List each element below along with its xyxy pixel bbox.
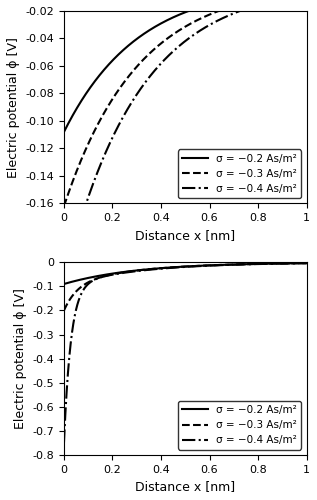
- Legend: σ = −0.2 As/m², σ = −0.3 As/m², σ = −0.4 As/m²: σ = −0.2 As/m², σ = −0.3 As/m², σ = −0.4…: [178, 401, 301, 450]
- σ = −0.4 As/m²: [253, 261, 257, 267]
- σ = −0.4 As/m²: [180, 264, 184, 270]
- σ = −0.4 As/m²: [74, 306, 78, 312]
- σ = −0.4 As/m²: [253, 3, 257, 9]
- σ = −0.3 As/m²: [305, 260, 308, 266]
- σ = −0.4 As/m²: [298, 260, 301, 266]
- σ = −0.3 As/m²: [298, 260, 301, 266]
- σ = −0.2 As/m²: [74, 278, 78, 283]
- X-axis label: Distance x [nm]: Distance x [nm]: [135, 480, 235, 493]
- σ = −0.3 As/m²: [62, 308, 66, 314]
- σ = −0.2 As/m²: [74, 106, 78, 112]
- σ = −0.3 As/m²: [253, 0, 257, 4]
- σ = −0.2 As/m²: [62, 281, 66, 287]
- Line: σ = −0.2 As/m²: σ = −0.2 As/m²: [64, 263, 307, 284]
- σ = −0.2 As/m²: [62, 129, 66, 135]
- σ = −0.4 As/m²: [180, 40, 184, 46]
- Legend: σ = −0.2 As/m², σ = −0.3 As/m², σ = −0.4 As/m²: σ = −0.2 As/m², σ = −0.3 As/m², σ = −0.4…: [178, 150, 301, 198]
- σ = −0.2 As/m²: [297, 260, 301, 266]
- σ = −0.2 As/m²: [174, 14, 178, 20]
- σ = −0.3 As/m²: [253, 261, 257, 267]
- σ = −0.4 As/m²: [62, 440, 66, 446]
- Line: σ = −0.4 As/m²: σ = −0.4 As/m²: [64, 0, 307, 280]
- σ = −0.2 As/m²: [298, 260, 301, 266]
- σ = −0.4 As/m²: [62, 278, 66, 283]
- σ = −0.3 As/m²: [180, 264, 184, 270]
- σ = −0.2 As/m²: [253, 261, 257, 267]
- Line: σ = −0.4 As/m²: σ = −0.4 As/m²: [64, 263, 307, 443]
- Line: σ = −0.2 As/m²: σ = −0.2 As/m²: [64, 0, 307, 132]
- σ = −0.4 As/m²: [174, 46, 178, 52]
- σ = −0.4 As/m²: [297, 260, 301, 266]
- σ = −0.3 As/m²: [174, 264, 178, 270]
- σ = −0.4 As/m²: [74, 232, 78, 237]
- Line: σ = −0.3 As/m²: σ = −0.3 As/m²: [64, 0, 307, 206]
- σ = −0.2 As/m²: [180, 10, 184, 16]
- X-axis label: Distance x [nm]: Distance x [nm]: [135, 228, 235, 241]
- σ = −0.3 As/m²: [174, 30, 178, 36]
- Line: σ = −0.3 As/m²: σ = −0.3 As/m²: [64, 263, 307, 310]
- σ = −0.4 As/m²: [305, 260, 308, 266]
- σ = −0.3 As/m²: [297, 260, 301, 266]
- σ = −0.3 As/m²: [62, 203, 66, 209]
- Y-axis label: Electric potential ϕ [V]: Electric potential ϕ [V]: [14, 288, 27, 429]
- σ = −0.3 As/m²: [74, 288, 78, 294]
- Y-axis label: Electric potential ϕ [V]: Electric potential ϕ [V]: [7, 36, 20, 178]
- σ = −0.2 As/m²: [174, 264, 178, 270]
- σ = −0.2 As/m²: [180, 264, 184, 270]
- σ = −0.4 As/m²: [174, 264, 178, 270]
- σ = −0.3 As/m²: [180, 26, 184, 32]
- σ = −0.2 As/m²: [305, 260, 308, 266]
- σ = −0.3 As/m²: [74, 169, 78, 175]
